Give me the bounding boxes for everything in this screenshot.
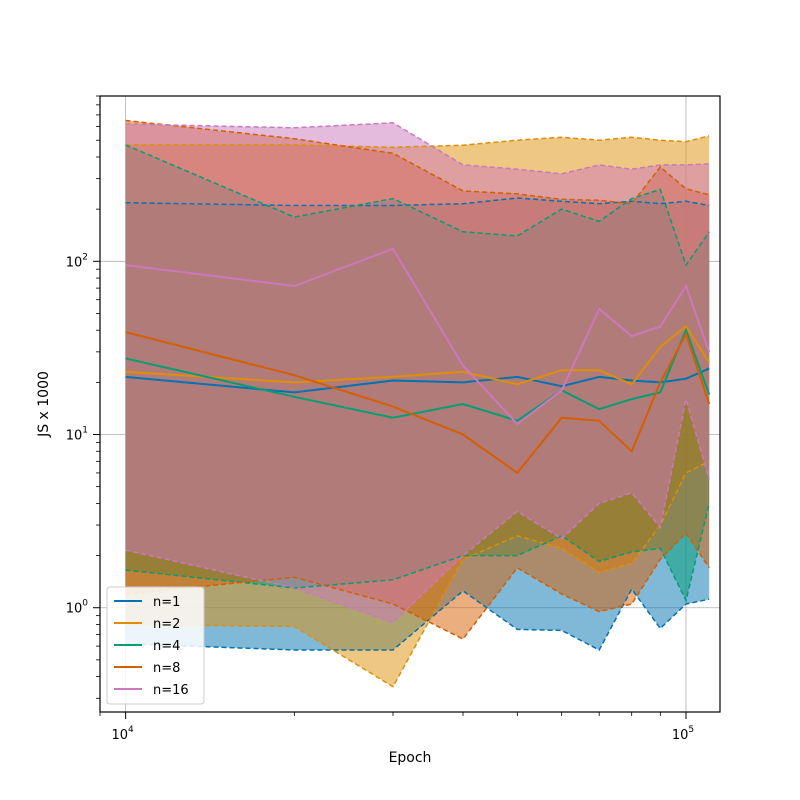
mean-line-n=8 <box>125 331 711 475</box>
series-lines <box>125 119 711 688</box>
lower-bound-n=16 <box>125 398 710 624</box>
legend-label: n=8 <box>153 661 180 676</box>
legend-box <box>106 586 205 705</box>
y-axis-label: JS x 1000 <box>36 371 52 438</box>
mean-line-n=1 <box>125 367 710 394</box>
lower-bound-n=2 <box>125 460 710 688</box>
plot-frame <box>99 95 721 713</box>
lower-bound-n=1 <box>125 587 710 652</box>
y-tick-label: 102 <box>66 252 88 270</box>
legend-label: n=16 <box>153 683 189 698</box>
legend-label: n=1 <box>153 595 180 610</box>
mean-line-n=2 <box>125 325 711 386</box>
upper-bound-n=2 <box>125 135 710 149</box>
y-tick-label: 101 <box>66 426 88 444</box>
legend: n=1 n=2 n=4 n=8 n=16 <box>106 586 205 705</box>
band-n=16 <box>125 122 710 623</box>
upper-bound-n=16 <box>125 122 710 175</box>
confidence-bands <box>125 120 710 687</box>
lower-bound-n=4 <box>125 503 710 603</box>
x-tick-label: 104 <box>111 725 134 743</box>
x-axis-label: Epoch <box>389 750 432 766</box>
lower-bound-n=8 <box>125 531 710 640</box>
upper-bound-n=4 <box>125 144 710 267</box>
legend-label: n=2 <box>153 617 180 632</box>
mean-line-n=16 <box>125 247 711 426</box>
x-tick-label: 105 <box>672 725 694 743</box>
y-tick-label: 100 <box>66 599 89 617</box>
legend-label: n=4 <box>153 639 180 654</box>
upper-bound-n=8 <box>125 119 710 205</box>
axis-ticks: 104 105 100 101 102 <box>66 95 694 743</box>
